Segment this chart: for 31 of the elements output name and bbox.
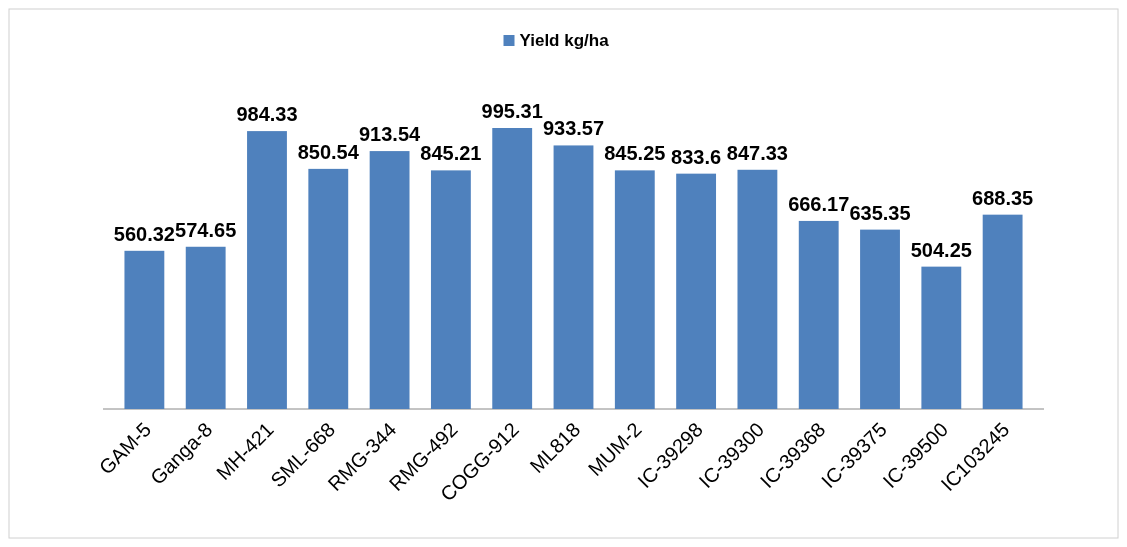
data-label: 574.65: [175, 218, 237, 241]
data-label: 995.31: [481, 100, 543, 122]
data-label: 933.57: [542, 117, 605, 140]
data-label: 913.54: [359, 123, 422, 146]
legend-label: Yield kg/ha: [519, 31, 610, 50]
bar: [737, 169, 778, 409]
bar: [798, 220, 839, 409]
bar: [860, 229, 900, 409]
data-label: 560.32: [113, 222, 175, 245]
bar: [247, 131, 287, 409]
bar: [369, 151, 410, 409]
data-label: 688.35: [972, 186, 1034, 209]
bar: [553, 145, 594, 409]
bar: [124, 250, 165, 409]
bar: [430, 170, 471, 409]
data-label: 984.33: [236, 103, 298, 126]
bar: [492, 128, 533, 409]
bar: [676, 173, 717, 409]
data-label: 847.33: [726, 141, 788, 164]
data-label: 845.25: [604, 142, 666, 165]
data-label: 504.25: [910, 238, 972, 261]
bar: [982, 214, 1023, 409]
data-label: 666.17: [788, 192, 850, 215]
data-label: 833.6: [671, 145, 722, 168]
bar: [614, 170, 655, 409]
bar: [921, 266, 962, 409]
bar: [185, 246, 226, 409]
data-label: 850.54: [297, 140, 360, 163]
data-label: 845.21: [420, 142, 482, 165]
bar: [308, 168, 349, 409]
data-label: 635.35: [849, 201, 911, 224]
